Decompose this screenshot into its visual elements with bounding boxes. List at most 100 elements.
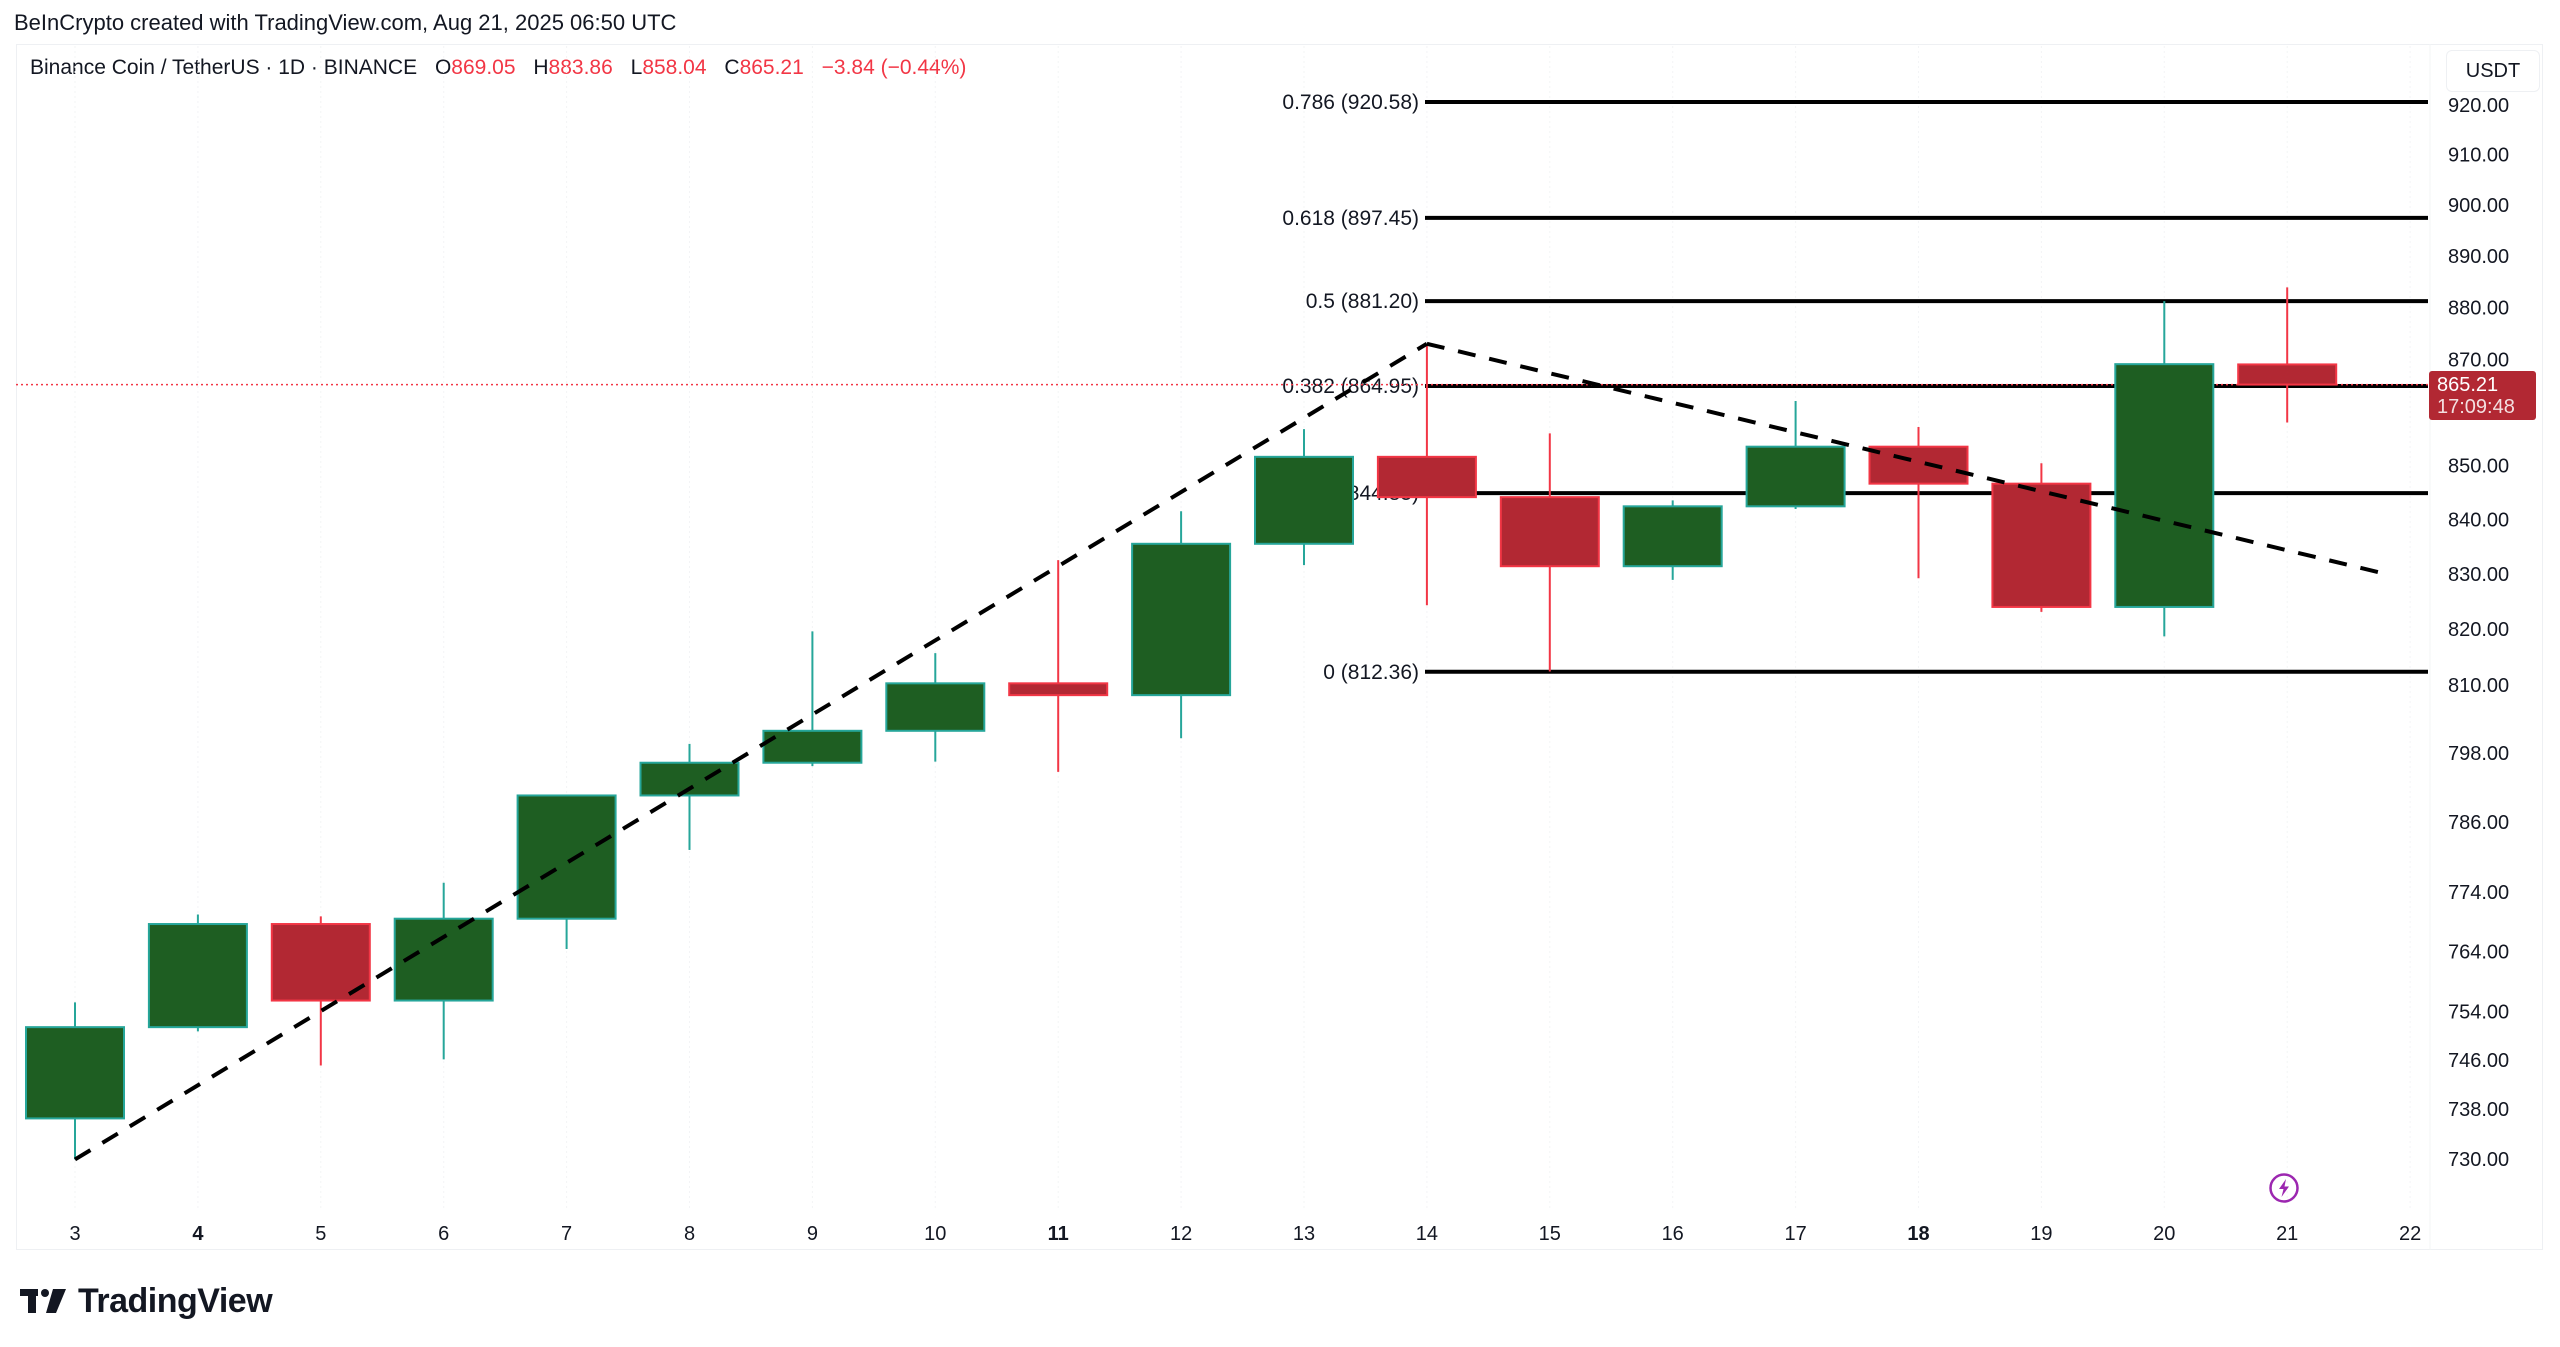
trend-line-dashed[interactable] bbox=[73, 342, 1428, 1162]
candle-21 bbox=[2237, 287, 2338, 423]
date-tick-label: 13 bbox=[1293, 1223, 1315, 1245]
candle-body bbox=[1376, 455, 1477, 499]
trend-lines[interactable] bbox=[73, 341, 2386, 1162]
lightning-icon[interactable] bbox=[2268, 1172, 2300, 1204]
time-axis[interactable]: 3 4 5 6 7 8 9 10 11 12 13 14 15 16 17 18 19 20 21 22 bbox=[69, 1223, 2421, 1245]
date-tick-label: 9 bbox=[807, 1223, 818, 1245]
price-axis[interactable]: 920.00 910.00 900.00 890.00 880.00 870.00 850.… bbox=[2429, 44, 2509, 1250]
price-tick-label: 820.00 bbox=[2448, 619, 2509, 641]
grid-lines bbox=[74, 46, 2411, 1210]
date-tick-label: 10 bbox=[924, 1223, 946, 1245]
date-tick-label: 18 bbox=[1907, 1223, 1929, 1245]
candle-body bbox=[393, 917, 494, 1002]
candle-4 bbox=[147, 914, 248, 1032]
close-key: C bbox=[724, 56, 740, 79]
open-value: 869.05 bbox=[451, 56, 516, 79]
bar-countdown: 17:09:48 bbox=[2437, 396, 2515, 418]
candle-17 bbox=[1745, 401, 1846, 510]
candle-6 bbox=[393, 882, 494, 1060]
price-tick-label: 900.00 bbox=[2448, 195, 2509, 217]
candle-body bbox=[1254, 455, 1354, 545]
candle-body bbox=[1131, 542, 1232, 697]
chart-frame bbox=[16, 44, 2543, 1250]
tradingview-logo[interactable]: TradingView bbox=[20, 1281, 273, 1320]
high-key: H bbox=[533, 56, 549, 79]
date-tick-label: 15 bbox=[1539, 1223, 1561, 1245]
price-tick-label: 730.00 bbox=[2448, 1149, 2509, 1171]
price-tick-label: 850.00 bbox=[2448, 455, 2509, 477]
candle-body bbox=[1745, 445, 1846, 508]
trend-line-dashed[interactable] bbox=[1426, 341, 2386, 576]
price-tick-label: 880.00 bbox=[2448, 297, 2509, 319]
high-value: 883.86 bbox=[548, 56, 613, 79]
open-key: O bbox=[434, 56, 452, 79]
fib-level-label: 0.382 (864.95) bbox=[1282, 375, 1419, 398]
price-tick-label: 738.00 bbox=[2448, 1099, 2509, 1121]
price-tick-label: 840.00 bbox=[2448, 509, 2509, 531]
fib-level-label: 0.618 (897.45) bbox=[1282, 207, 1419, 230]
candle-10 bbox=[885, 653, 986, 762]
candle-body bbox=[1622, 505, 1723, 568]
date-tick-label: 7 bbox=[561, 1223, 572, 1245]
price-tick-label: 764.00 bbox=[2448, 941, 2509, 963]
date-tick-label: 20 bbox=[2153, 1223, 2175, 1245]
date-tick-label: 16 bbox=[1662, 1223, 1684, 1245]
candle-body bbox=[2237, 363, 2338, 386]
price-tick-label: 786.00 bbox=[2448, 812, 2509, 834]
attribution-text: BeInCrypto created with TradingView.com,… bbox=[14, 10, 677, 35]
change-value: −3.84 (−0.44%) bbox=[821, 56, 967, 79]
low-key: L bbox=[630, 56, 643, 79]
last-price-value: 865.21 bbox=[2437, 374, 2499, 396]
candle-13 bbox=[1254, 429, 1354, 566]
date-tick-label: 8 bbox=[684, 1223, 695, 1245]
candle-20 bbox=[2114, 301, 2215, 637]
last-price-tag: 865.21 17:09:48 bbox=[2429, 371, 2536, 420]
fib-retracement[interactable]: 0.786 (920.58) 0.618 (897.45) 0.5 (881.20)… bbox=[16, 91, 2428, 684]
price-tick-label: 830.00 bbox=[2448, 564, 2509, 586]
date-tick-label: 14 bbox=[1416, 1223, 1438, 1245]
candle-body bbox=[762, 729, 863, 764]
price-tick-label: 774.00 bbox=[2448, 882, 2509, 904]
candle-5 bbox=[270, 916, 371, 1066]
candle-11 bbox=[1008, 560, 1109, 772]
date-tick-label: 6 bbox=[438, 1223, 449, 1245]
tradingview-logo-icon bbox=[20, 1289, 66, 1313]
candles bbox=[25, 287, 2338, 1160]
fib-level-label: 0.5 (881.20) bbox=[1306, 290, 1419, 313]
price-tick-label: 920.00 bbox=[2448, 95, 2509, 117]
candle-body bbox=[1991, 482, 2092, 608]
date-tick-label: 22 bbox=[2399, 1223, 2421, 1245]
candle-12 bbox=[1131, 511, 1232, 739]
date-tick-label: 11 bbox=[1048, 1223, 1069, 1245]
price-tick-label: 754.00 bbox=[2448, 1001, 2509, 1023]
candle-body bbox=[147, 923, 248, 1029]
date-tick-label: 4 bbox=[192, 1223, 204, 1245]
price-tick-label: 870.00 bbox=[2448, 349, 2509, 371]
candle-19 bbox=[1991, 463, 2092, 612]
date-tick-label: 3 bbox=[69, 1223, 80, 1245]
candle-8 bbox=[639, 743, 740, 850]
candle-14 bbox=[1376, 345, 1477, 606]
candle-9 bbox=[762, 631, 863, 767]
candle-18 bbox=[1868, 426, 1969, 579]
candle-body bbox=[1008, 682, 1109, 697]
currency-selector[interactable]: USDT bbox=[2446, 50, 2540, 92]
close-value: 865.21 bbox=[739, 56, 804, 79]
candle-body bbox=[1499, 496, 1600, 568]
tradingview-wordmark: TradingView bbox=[78, 1281, 273, 1320]
price-tick-label: 746.00 bbox=[2448, 1050, 2509, 1072]
price-tick-label: 798.00 bbox=[2448, 743, 2509, 765]
price-tick-label: 910.00 bbox=[2448, 145, 2509, 167]
date-tick-label: 21 bbox=[2276, 1223, 2298, 1245]
date-tick-label: 17 bbox=[1784, 1223, 1806, 1245]
candle-body bbox=[1868, 445, 1969, 485]
fib-level-label: 0.786 (920.58) bbox=[1282, 91, 1419, 114]
date-tick-label: 12 bbox=[1170, 1223, 1192, 1245]
price-tick-label: 890.00 bbox=[2448, 246, 2509, 268]
price-tick-label: 810.00 bbox=[2448, 675, 2509, 697]
date-tick-label: 5 bbox=[315, 1223, 326, 1245]
candle-3 bbox=[25, 1002, 125, 1160]
candle-7 bbox=[516, 794, 617, 950]
candle-body bbox=[885, 682, 986, 732]
